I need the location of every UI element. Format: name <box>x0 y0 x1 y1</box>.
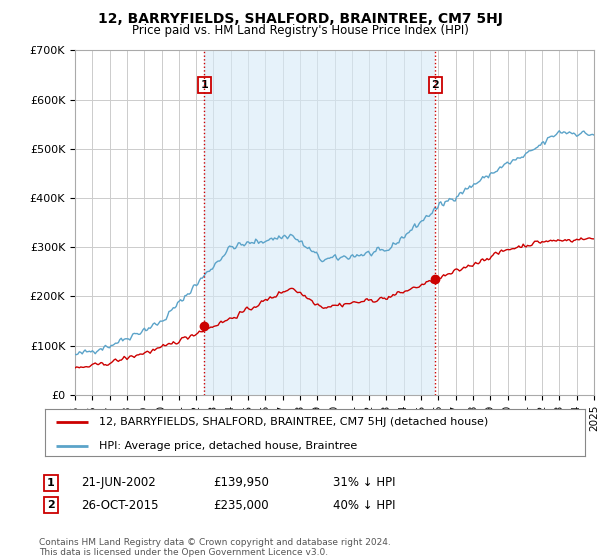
Text: £139,950: £139,950 <box>213 476 269 489</box>
Text: Price paid vs. HM Land Registry's House Price Index (HPI): Price paid vs. HM Land Registry's House … <box>131 24 469 36</box>
Text: HPI: Average price, detached house, Braintree: HPI: Average price, detached house, Brai… <box>99 441 357 451</box>
Text: 12, BARRYFIELDS, SHALFORD, BRAINTREE, CM7 5HJ: 12, BARRYFIELDS, SHALFORD, BRAINTREE, CM… <box>98 12 502 26</box>
Text: 1: 1 <box>47 478 55 488</box>
Text: 12, BARRYFIELDS, SHALFORD, BRAINTREE, CM7 5HJ (detached house): 12, BARRYFIELDS, SHALFORD, BRAINTREE, CM… <box>99 417 488 427</box>
Text: 2: 2 <box>47 500 55 510</box>
Text: £235,000: £235,000 <box>213 498 269 512</box>
Text: 1: 1 <box>200 80 208 90</box>
Text: 26-OCT-2015: 26-OCT-2015 <box>81 498 158 512</box>
Text: 2: 2 <box>431 80 439 90</box>
Text: Contains HM Land Registry data © Crown copyright and database right 2024.
This d: Contains HM Land Registry data © Crown c… <box>39 538 391 557</box>
Text: 40% ↓ HPI: 40% ↓ HPI <box>333 498 395 512</box>
Text: 31% ↓ HPI: 31% ↓ HPI <box>333 476 395 489</box>
Bar <box>204 50 435 395</box>
Text: 21-JUN-2002: 21-JUN-2002 <box>81 476 156 489</box>
